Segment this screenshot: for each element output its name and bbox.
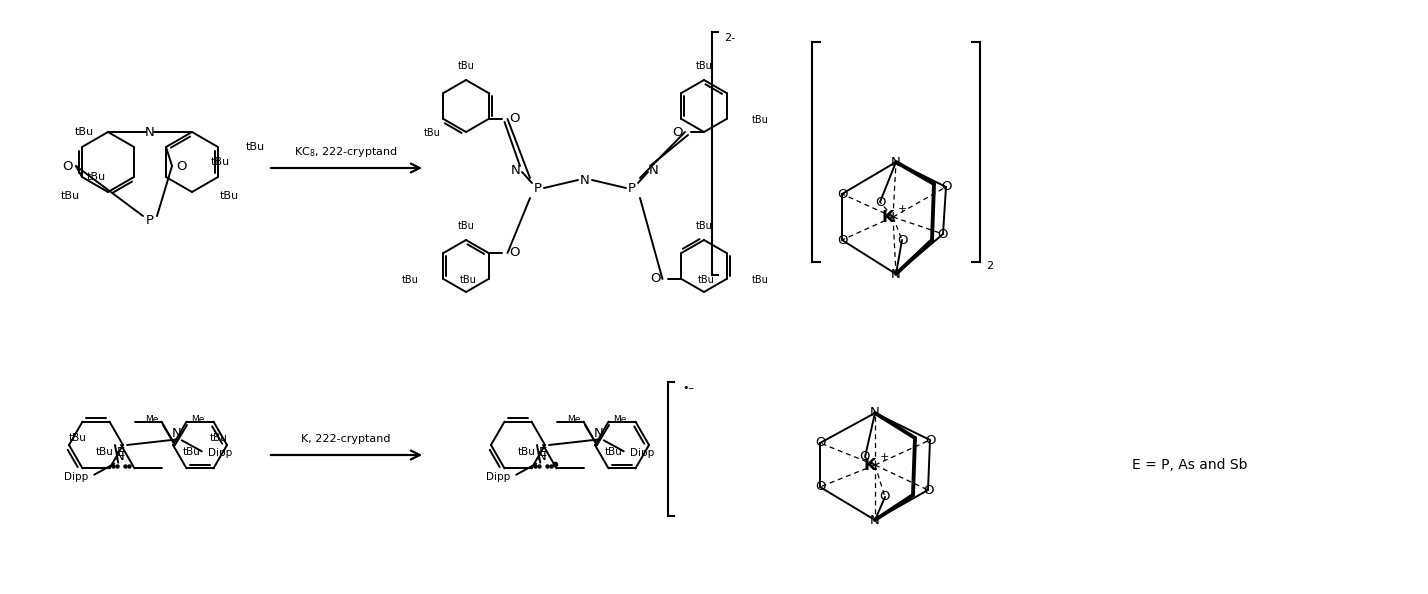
Text: +: +	[880, 452, 888, 462]
Text: tBu: tBu	[697, 275, 714, 285]
Text: N: N	[114, 450, 124, 463]
Text: tBu: tBu	[69, 432, 87, 443]
Text: 2: 2	[987, 261, 994, 271]
Text: tBu: tBu	[246, 142, 266, 152]
Text: tBu: tBu	[61, 191, 80, 201]
Text: O: O	[510, 112, 520, 125]
Text: N: N	[870, 513, 880, 526]
Text: N: N	[171, 427, 181, 440]
Text: tBu: tBu	[457, 221, 474, 231]
Text: tBu: tBu	[517, 447, 536, 457]
Text: tBu: tBu	[210, 157, 230, 167]
Text: E = P, As and Sb: E = P, As and Sb	[1132, 458, 1248, 472]
Text: Me: Me	[146, 415, 159, 424]
Text: O: O	[673, 125, 683, 138]
Text: Me: Me	[567, 415, 581, 424]
Text: tBu: tBu	[220, 191, 238, 201]
Text: O: O	[860, 450, 870, 463]
Text: •–: •–	[683, 383, 694, 393]
Text: tBu: tBu	[183, 447, 200, 457]
Text: KC$_8$, 222-cryptand: KC$_8$, 222-cryptand	[294, 145, 398, 159]
Text: O: O	[880, 491, 890, 504]
Text: tBu: tBu	[87, 172, 106, 182]
Text: tBu: tBu	[695, 221, 713, 231]
Text: O: O	[938, 228, 948, 241]
Text: O: O	[650, 273, 661, 286]
Text: Me: Me	[191, 415, 204, 424]
Text: O: O	[922, 484, 934, 497]
Text: O: O	[815, 481, 825, 494]
Text: E: E	[117, 446, 126, 459]
Text: +: +	[897, 204, 907, 214]
Text: tBu: tBu	[401, 275, 418, 285]
Text: P: P	[628, 182, 635, 194]
Text: N: N	[537, 450, 545, 463]
Text: Dipp: Dipp	[64, 472, 89, 482]
Text: K, 222-cryptand: K, 222-cryptand	[301, 434, 391, 444]
Text: O: O	[925, 434, 935, 447]
Text: O: O	[837, 188, 847, 201]
Text: tBu: tBu	[460, 275, 477, 285]
Text: tBu: tBu	[751, 275, 768, 285]
Text: O: O	[176, 160, 186, 173]
Text: N: N	[511, 163, 521, 176]
Text: N: N	[870, 406, 880, 419]
Text: N: N	[580, 173, 590, 187]
Text: N: N	[594, 427, 604, 440]
Text: tBu: tBu	[695, 61, 713, 71]
Text: 2-: 2-	[724, 33, 735, 43]
Text: N: N	[650, 163, 658, 176]
Text: O: O	[510, 247, 520, 260]
Text: N: N	[891, 156, 901, 169]
Text: tBu: tBu	[751, 115, 768, 125]
Text: tBu: tBu	[604, 447, 623, 457]
Text: O: O	[837, 233, 847, 247]
Text: K: K	[864, 457, 877, 472]
Text: O: O	[875, 195, 885, 208]
Text: Dipp: Dipp	[630, 448, 654, 459]
Text: P: P	[534, 182, 543, 194]
Text: N: N	[891, 267, 901, 280]
Text: tBu: tBu	[74, 127, 94, 137]
Text: tBu: tBu	[457, 61, 474, 71]
Text: O: O	[941, 181, 951, 194]
Text: O: O	[61, 160, 73, 173]
Text: N: N	[146, 125, 154, 138]
Text: tBu: tBu	[424, 128, 441, 138]
Text: tBu: tBu	[210, 432, 227, 443]
Text: Me: Me	[613, 415, 627, 424]
Text: P: P	[146, 213, 154, 226]
Text: O: O	[897, 233, 907, 247]
Text: Dipp: Dipp	[207, 448, 231, 459]
Text: tBu: tBu	[96, 447, 113, 457]
Text: E: E	[538, 446, 547, 459]
Text: Dipp: Dipp	[486, 472, 510, 482]
Text: K: K	[883, 210, 894, 225]
Text: O: O	[815, 437, 825, 450]
